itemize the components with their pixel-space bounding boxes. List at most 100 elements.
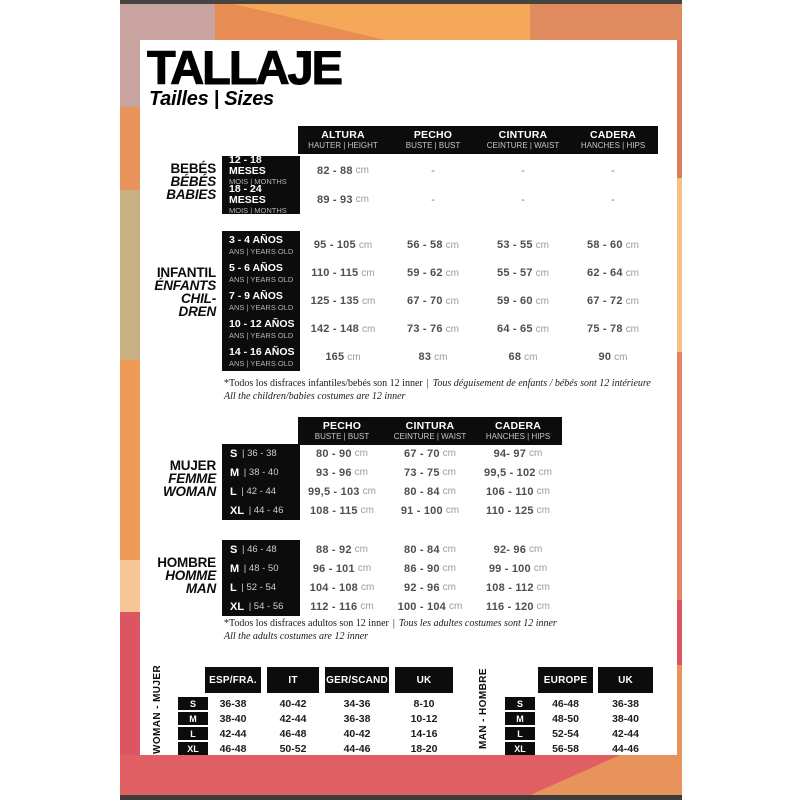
measure-value-cell: 62 - 64 cm [568, 259, 658, 287]
measure-unit: cm [434, 351, 448, 363]
measure-value-cell: 94- 97 cm [474, 444, 562, 463]
age-group-box: 3 - 4 AÑOS ANS | YEARS OLD 5 - 6 AÑOS ANS |… [222, 231, 300, 371]
frame-bottom-dark-bar [120, 795, 682, 800]
measure-value-cell: 68 cm [478, 343, 568, 371]
measure-number: 67 - 70 [407, 295, 443, 307]
size-row-label: XL | 54 - 56 [222, 597, 300, 616]
size-letter: M [230, 466, 240, 479]
measure-unit: cm [625, 267, 639, 279]
footnote-text-fr: Tous déguisement de enfants / bébés sont… [432, 378, 651, 389]
conversion-size-label: XL [178, 742, 208, 755]
measure-number: 90 [598, 351, 612, 363]
frame-right-terracotta-segment [677, 40, 682, 178]
measure-value-cell: 93 - 96 cm [298, 463, 386, 482]
measure-unit: cm [360, 582, 375, 593]
age-range-label: 18 - 24 MESES [229, 183, 266, 206]
conversion-value-cell: 46-48 [219, 742, 247, 755]
frame-right-orange-segment [677, 665, 682, 755]
size-letter: L [230, 485, 237, 498]
column-header-main: PECHO [322, 419, 362, 432]
measure-unit: cm [538, 467, 552, 478]
measure-unit: cm [536, 505, 551, 516]
frame-salmon-block [530, 4, 682, 40]
group-label-line: ÉNFANTS [154, 278, 216, 293]
measure-value-cell: 67 - 72 cm [568, 287, 658, 315]
measure-number: 80 - 84 [404, 485, 440, 498]
column-header: CINTURA CEINTURE | WAIST [478, 126, 568, 154]
age-unit-label: ANS | YEARS OLD [229, 274, 294, 284]
column-header: CADERA HANCHES | HIPS [568, 126, 658, 154]
conversion-value-cell: 42-44 [279, 712, 307, 725]
measure-value-cell: 80 - 84 cm [386, 482, 474, 501]
conversion-size-label: M [505, 712, 535, 725]
age-row-label: 7 - 9 AÑOS ANS | YEARS OLD [222, 287, 300, 315]
measure-number: 55 - 57 [497, 267, 533, 279]
column-header-main: CINTURA [498, 128, 548, 141]
conversion-value-cell: 36-38 [343, 712, 371, 725]
measure-number: 83 [418, 351, 432, 363]
age-unit-label: ANS | YEARS OLD [229, 358, 294, 368]
conversion-value-cell: 8-10 [413, 697, 435, 710]
group-label: HOMBRE HOMME MAN [128, 556, 216, 596]
measure-unit: cm [357, 563, 372, 574]
measure-number: 82 - 88 [317, 164, 353, 177]
conversion-value-cell: 56-58 [552, 742, 579, 755]
measure-value-cell: 53 - 55 cm [478, 231, 568, 259]
measure-unit: cm [361, 323, 376, 335]
measure-unit: cm [354, 544, 368, 555]
measure-unit: cm [529, 544, 543, 555]
page-title: TALLAJE [146, 41, 343, 95]
measure-unit: cm [354, 467, 368, 478]
frame-left-orange-segment [120, 107, 140, 190]
size-range: | 44 - 46 [246, 505, 284, 516]
measure-number: 94- 97 [493, 447, 527, 460]
measure-unit: cm [524, 351, 538, 363]
conversion-value-cell: 10-12 [410, 712, 438, 725]
measure-unit: cm [536, 582, 551, 593]
column-header-sub: BUSTE | BUST [405, 141, 461, 151]
conversion-size-label: XL [505, 742, 535, 755]
column-header: CINTURA CEINTURE | WAIST [386, 417, 474, 445]
measure-value-cell: 82 - 88 cm [298, 156, 388, 185]
measure-value-cell: 110 - 115 cm [298, 259, 388, 287]
conversion-value-cell: 44-46 [612, 742, 639, 755]
column-header-main: CADERA [494, 419, 542, 432]
measure-number: 75 - 78 [587, 323, 623, 335]
footnote-adults: *Todos los disfraces adultos son 12 inne… [224, 617, 669, 643]
measure-value-cell: 75 - 78 cm [568, 315, 658, 343]
measure-number: 95 - 105 [313, 239, 356, 251]
measure-value-cell: 104 - 108 cm [298, 578, 386, 597]
size-letter: XL [230, 600, 245, 613]
measure-empty: - [611, 164, 615, 177]
conversion-column-header: GER/SCAND [325, 667, 389, 693]
size-row-label: M | 48 - 50 [222, 559, 300, 578]
conversion-value-cell: 46-48 [279, 727, 307, 740]
page-subtitle: Tailles | Sizes [149, 88, 274, 110]
measure-number: 142 - 148 [310, 323, 359, 335]
group-label-line: BABIES [166, 187, 216, 202]
frame-left-orange-segment [120, 360, 140, 560]
age-row-label: 12 - 18 MESES MOIS | MONTHS [222, 155, 300, 185]
measure-empty: - [611, 193, 615, 206]
measure-value-cell: 67 - 70 cm [386, 444, 474, 463]
measure-value-cell: 59 - 60 cm [478, 287, 568, 315]
measure-value-cell: 92 - 96 cm [386, 578, 474, 597]
measure-value-cell: 110 - 125 cm [474, 501, 562, 520]
group-label-line: DREN [178, 304, 217, 319]
conversion-value-cell: 40-42 [343, 727, 371, 740]
measure-value-cell: 165 cm [298, 343, 388, 371]
conversion-value-cell: 36-38 [219, 697, 247, 710]
measure-value-cell: 67 - 70 cm [388, 287, 478, 315]
conversion-size-label: M [178, 712, 208, 725]
conversion-size-label: L [505, 727, 535, 740]
conversion-column-header: UK [598, 667, 653, 693]
conversion-size-label: L [178, 727, 208, 740]
size-range: | 36 - 38 [239, 448, 277, 459]
measure-value-cell: 99,5 - 102 cm [474, 463, 562, 482]
measure-unit: cm [442, 582, 456, 593]
age-range-label: 10 - 12 AÑOS [229, 318, 295, 330]
column-header-sub: CEINTURE | WAIST [486, 141, 560, 151]
measure-unit: cm [355, 165, 369, 176]
measure-number: 112 - 116 [310, 600, 358, 613]
measure-unit: cm [625, 239, 639, 251]
